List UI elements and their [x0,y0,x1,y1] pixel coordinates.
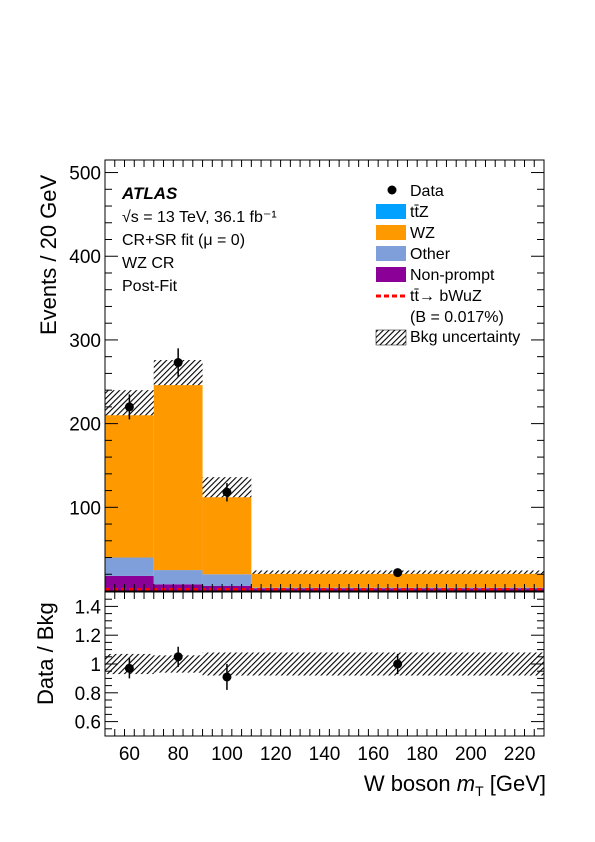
legend-unc-label: Bkg uncertainty [410,329,520,346]
ratio-y-axis-title: Data / Bkg [33,602,58,705]
y-tick-label: 200 [69,415,101,436]
legend-nonprompt-label: Non-prompt [410,267,495,284]
ratio-point-3 [393,659,403,669]
fit-label: CR+SR fit (μ = 0) [122,232,245,249]
x-tick-label: 220 [504,744,536,765]
legend-other-swatch [376,246,406,261]
x-tick-label: 160 [357,744,389,765]
legend-unc-swatch [375,329,407,346]
data-point-0 [124,402,134,412]
legend-data-marker [387,185,397,195]
ratio-y-tick-label: 1.2 [75,626,101,647]
ratio-y-tick-label: 1 [90,655,101,676]
bar-nonprompt-0 [105,575,154,591]
x-tick-label: 140 [309,744,341,765]
y-axis-title: Events / 20 GeV [36,174,61,335]
main-frame [104,159,545,592]
legend-ttz-label: tt̄Z [410,204,429,221]
bar-other-1 [153,570,203,585]
legend-signal-label: tt̄→ bWuZ [410,288,482,305]
data-point-1 [173,358,183,368]
legend-nonprompt-swatch [376,267,406,282]
data-point-2 [222,487,232,497]
y-tick-label: 100 [69,498,101,519]
y-tick-label: 300 [69,331,101,352]
bar-nonprompt-1 [153,584,203,591]
ratio-y-tick-label: 0.6 [75,713,101,734]
legend-signal-br: (B = 0.017%) [410,309,504,326]
bar-wz-0 [105,413,154,558]
bar-other-2 [202,574,252,586]
legend-wz-label: WZ [410,225,435,242]
x-tick-label: 100 [211,744,243,765]
y-tick-label: 500 [69,164,101,185]
legend-data-label: Data [410,183,444,200]
atlas-label: ATLAS [121,184,178,203]
bar-wz-2 [202,488,252,575]
x-tick-label: 60 [119,744,140,765]
bar-wz-1 [153,375,203,571]
legend-ttz-swatch [376,204,406,219]
ratio-point-2 [222,672,232,682]
x-axis-title: W boson mT [GeV] [364,771,546,799]
x-tick-label: 120 [260,744,292,765]
ratio-point-1 [173,652,183,662]
data-point-3 [393,568,403,578]
x-tick-label: 180 [406,744,438,765]
ratio-y-tick-label: 0.8 [75,684,101,705]
bar-wz-3 [251,572,544,588]
ratio-point-0 [124,663,134,673]
energy-label: √s = 13 TeV, 36.1 fb⁻¹ [122,209,277,226]
ratio-y-tick-label: 1.4 [75,597,102,618]
main-panel: 100 200 300 400 500 [69,159,545,592]
ratio-panel: 0.6 0.8 1 1.2 1.4 60 80 100 120 140 160 180 200 220 [75,591,545,765]
x-tick-label: 200 [455,744,487,765]
bar-other-0 [105,557,154,576]
legend-wz-swatch [376,225,406,240]
stage-label: Post-Fit [122,278,178,295]
x-tick-label: 80 [168,744,189,765]
legend: Data tt̄Z WZ Other Non-prompt tt̄→ bWuZ … [375,183,520,346]
y-tick-label: 400 [69,247,101,268]
region-label: WZ CR [122,255,174,272]
legend-other-label: Other [410,246,451,263]
